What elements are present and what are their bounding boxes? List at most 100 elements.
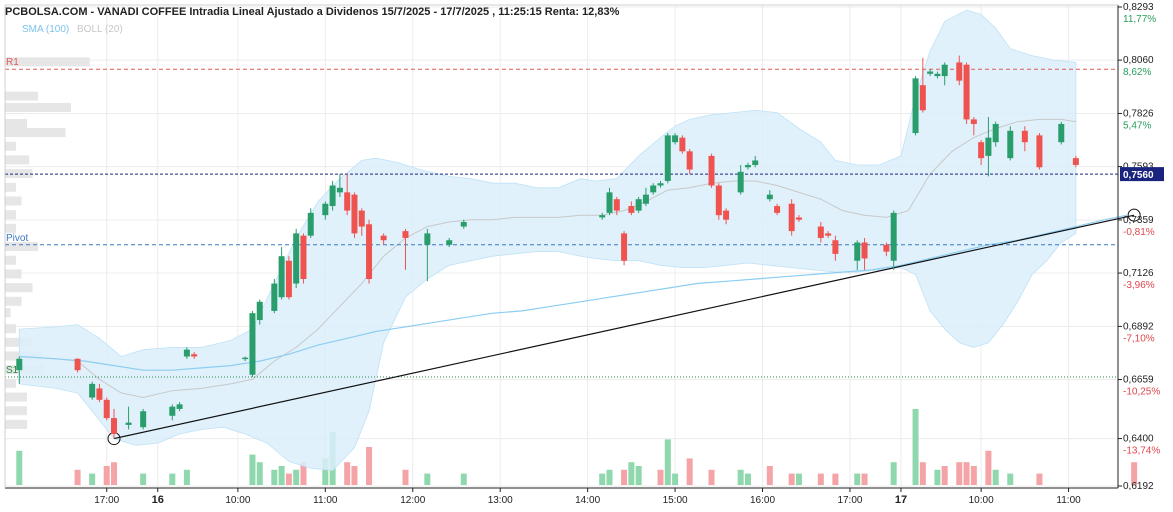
volume-bar (737, 469, 744, 485)
candle-body (249, 313, 256, 375)
y-tick-pct-label: 11,77% (1123, 14, 1156, 25)
candle-body (300, 235, 307, 279)
bollinger-bands (18, 9, 1128, 471)
candle-body (956, 62, 963, 81)
volume-bar (322, 458, 329, 485)
volume-bar (657, 469, 664, 485)
candle-body (912, 78, 919, 134)
candle (336, 174, 343, 197)
profile-bar (5, 269, 22, 279)
volume-bar (963, 462, 970, 485)
volume-bar (351, 466, 358, 485)
candle (446, 237, 453, 248)
volume-bar (599, 473, 606, 485)
candle-body (941, 64, 948, 77)
candle (752, 155, 759, 168)
chart-title: PCBOLSA.COM - VANADI COFFEE Intradia Lin… (5, 6, 620, 18)
candle (300, 233, 307, 284)
candle-body (74, 358, 81, 371)
candle (817, 221, 824, 243)
y-tick-label: 0,8293 (1123, 2, 1154, 13)
volume-bar (344, 462, 351, 485)
profile-bar (5, 255, 16, 265)
candle (1072, 155, 1079, 168)
volume-bar (970, 466, 977, 485)
volume-bar (366, 447, 373, 485)
volume-bar (956, 462, 963, 485)
candle-body (657, 183, 664, 186)
candle (825, 231, 832, 238)
volume-bar (686, 458, 693, 485)
profile-bar (5, 296, 22, 306)
candle (832, 235, 839, 261)
candle (788, 199, 795, 236)
candle (140, 408, 147, 430)
candles (16, 55, 1079, 439)
legend-boll[interactable]: BOLL (20) (77, 24, 123, 35)
candle-body (752, 160, 759, 165)
candle (664, 133, 671, 184)
legend-sma[interactable]: SMA (100) (22, 24, 69, 35)
volume-bar (919, 462, 926, 485)
trendline-line[interactable] (113, 214, 1135, 440)
candle-body (169, 406, 176, 416)
candle-body (825, 233, 832, 236)
candle-body (16, 358, 23, 371)
volume-bar (183, 469, 190, 485)
candle-body (460, 221, 467, 227)
candle (278, 247, 285, 300)
candle-body (715, 185, 722, 216)
profile-bar (5, 223, 16, 233)
candle-body (919, 85, 926, 111)
candle-body (1007, 130, 1014, 159)
y-tick-pct-label: -13,74% (1123, 446, 1160, 457)
trendline-handle-end[interactable] (1127, 208, 1141, 222)
candle-body (832, 240, 839, 254)
candle (96, 383, 103, 403)
volume-bar (1007, 473, 1014, 485)
candle-body (329, 185, 336, 207)
candle (723, 208, 730, 225)
candle (271, 278, 278, 314)
profile-bar (5, 324, 16, 334)
candle-body (679, 137, 686, 152)
y-tick-label: 0,7593 (1123, 162, 1154, 173)
candle (242, 356, 249, 362)
candle-body (242, 357, 249, 360)
candle-body (664, 135, 671, 181)
volume-bar (941, 466, 948, 485)
volume-bar (861, 473, 868, 485)
candle (16, 356, 23, 384)
x-tick-label: 16:00 (750, 495, 775, 506)
candle (883, 242, 890, 257)
candle-body (366, 224, 373, 279)
candle (176, 402, 183, 412)
candle (912, 76, 919, 136)
candle (344, 174, 351, 216)
candle-body (103, 399, 110, 419)
candle-body (1036, 135, 1043, 168)
volume-bar (985, 450, 992, 485)
candle-body (599, 215, 606, 218)
candle-body (788, 203, 795, 232)
candle (890, 210, 897, 270)
y-tick-pct-label: 8,62% (1123, 67, 1151, 78)
candle-body (307, 212, 314, 236)
x-axis: 17:00 16 10:00 11:00 12:00 13:00 14:00 15:00 16:… (94, 488, 1081, 506)
candle-body (628, 206, 635, 213)
candle-body (613, 199, 620, 211)
candle-body (322, 203, 329, 216)
candle-body (795, 217, 802, 220)
level-label-r1: R1 (6, 57, 19, 68)
profile-bar (5, 128, 66, 138)
candle (927, 69, 934, 77)
volume-bar (788, 473, 795, 485)
candle-body (621, 233, 628, 261)
candle-body (183, 349, 190, 357)
y-tick-label: 0,6659 (1123, 375, 1154, 386)
volume-bar (628, 462, 635, 485)
y-tick-pct-label: -0,81% (1123, 227, 1155, 238)
profile-bar (5, 196, 22, 206)
candle (941, 62, 948, 86)
